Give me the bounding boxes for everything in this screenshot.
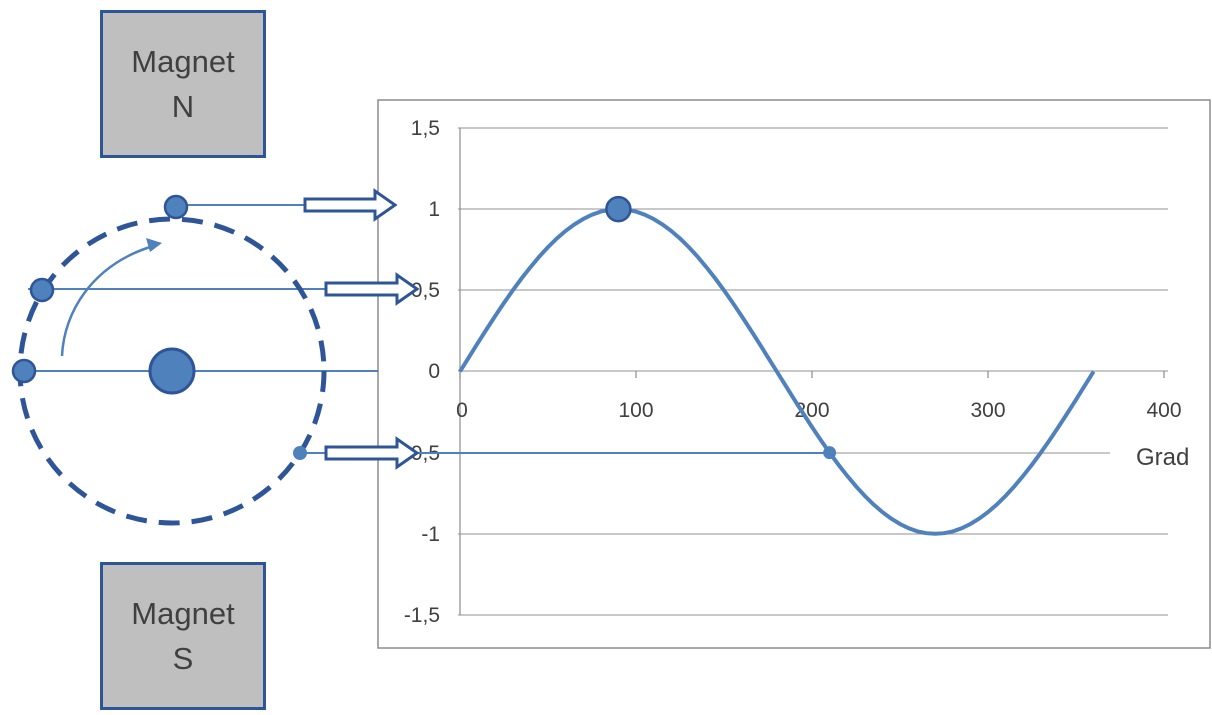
x-axis-label: Grad — [1136, 444, 1189, 471]
block-arrow-3 — [324, 436, 420, 470]
magnet-north-label: Magnet — [131, 44, 235, 79]
rotor-center — [148, 347, 196, 395]
x-tick-label-0: 0 — [456, 399, 468, 422]
y-tick-label-1: 1 — [428, 198, 440, 221]
rotation-direction-arrow — [60, 245, 151, 357]
magnet-south-pole: S — [172, 641, 194, 676]
block-arrow-1 — [303, 188, 398, 222]
x-tick-label-400: 400 — [1146, 399, 1181, 422]
chart-point-peak — [605, 195, 632, 223]
magnet-south-label: Magnet — [131, 596, 235, 631]
block-arrow-2 — [324, 272, 420, 306]
y-tick-label-1-5: 1,5 — [411, 117, 440, 140]
x-axis-ticks — [459, 371, 1165, 378]
rotation-arrowhead-icon — [146, 238, 162, 252]
y-tick-label-0: 0 — [428, 360, 440, 383]
x-tick-label-100: 100 — [618, 399, 653, 422]
chart-frame — [377, 99, 1211, 649]
rotor-point-left — [11, 358, 37, 384]
y-tick-label-neg-1: -1 — [421, 523, 440, 546]
y-tick-label-neg-1-5: -1,5 — [404, 604, 440, 627]
rotor-point-top — [163, 194, 189, 220]
magnet-south: Magnet S — [100, 562, 266, 710]
y-tick-label-0-5: 0,5 — [411, 279, 440, 302]
rotor-point-lower-right — [293, 446, 307, 460]
block-arrows — [303, 188, 420, 470]
magnet-north: Magnet N — [100, 10, 266, 158]
magnet-north-pole: N — [171, 89, 195, 124]
sine-curve — [458, 207, 1096, 536]
x-tick-label-300: 300 — [970, 399, 1005, 422]
rotor-point-upper-left — [29, 277, 55, 303]
chart-point-neg-half — [823, 446, 837, 460]
